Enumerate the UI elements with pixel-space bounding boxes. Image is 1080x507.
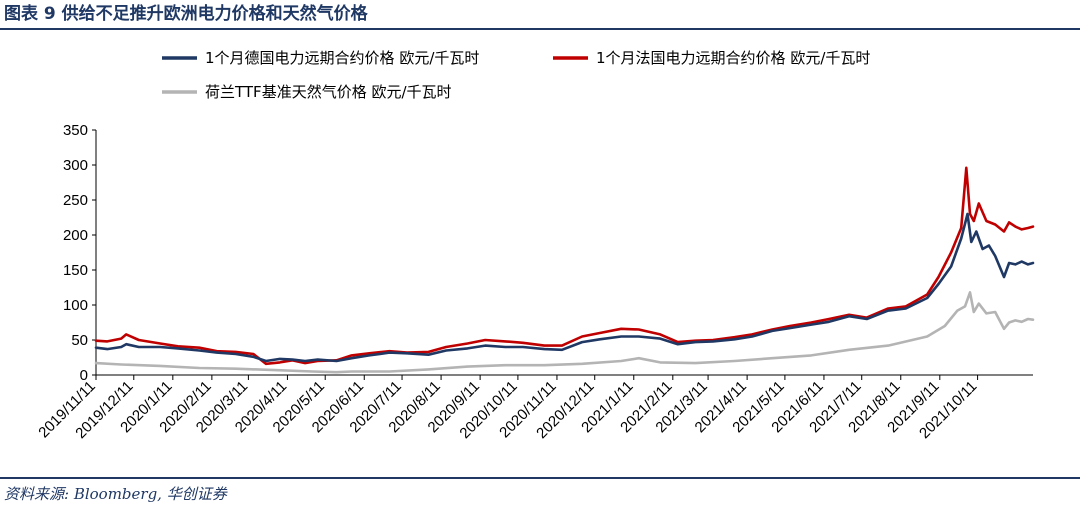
y-tick-label: 300 bbox=[63, 157, 88, 174]
series-line-3 bbox=[94, 291, 1035, 374]
series-line-2 bbox=[94, 166, 1035, 366]
chart-legend: 1个月德国电力远期合约价格 欧元/千瓦时 1个月法国电力远期合约价格 欧元/千瓦时… bbox=[162, 49, 870, 101]
legend-label-3: 荷兰TTF基准天然气价格 欧元/千瓦时 bbox=[205, 83, 452, 101]
y-tick-label: 250 bbox=[63, 192, 88, 209]
line-chart: 1个月德国电力远期合约价格 欧元/千瓦时 1个月法国电力远期合约价格 欧元/千瓦时… bbox=[35, 49, 1035, 442]
footer-rule bbox=[0, 477, 1080, 479]
legend-label-1: 1个月德国电力远期合约价格 欧元/千瓦时 bbox=[205, 49, 479, 67]
y-tick-label: 350 bbox=[63, 122, 88, 139]
y-tick-label: 50 bbox=[71, 332, 88, 349]
legend-label-2: 1个月法国电力远期合约价格 欧元/千瓦时 bbox=[596, 49, 870, 67]
x-axis: 2019/11/112019/12/112020/1/112020/2/1120… bbox=[35, 374, 1033, 442]
y-axis: 0 50 100 150 200 250 300 350 bbox=[63, 122, 97, 384]
header-rule bbox=[0, 28, 1080, 30]
y-tick-label: 0 bbox=[80, 367, 88, 384]
source-note: 资料来源: Bloomberg, 华创证券 bbox=[4, 485, 227, 503]
y-tick-label: 100 bbox=[63, 297, 88, 314]
plot-area bbox=[94, 166, 1035, 374]
y-tick-label: 150 bbox=[63, 262, 88, 279]
series-line-1 bbox=[94, 212, 1035, 363]
page-title: 图表 9 供给不足推升欧洲电力价格和天然气价格 bbox=[4, 4, 368, 24]
y-tick-label: 200 bbox=[63, 227, 88, 244]
